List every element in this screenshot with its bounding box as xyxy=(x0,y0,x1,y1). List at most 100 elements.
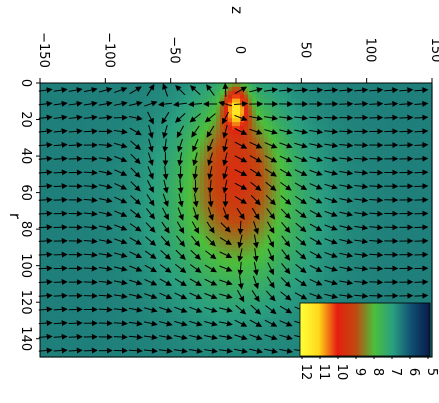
heatmap-cell xyxy=(184,204,189,209)
heatmap-cell xyxy=(156,266,161,272)
heatmap-cell xyxy=(140,129,145,135)
heatmap-cell xyxy=(416,266,421,272)
heatmap-cell xyxy=(356,94,361,100)
heatmap-cell xyxy=(48,243,53,248)
heatmap-cell xyxy=(96,173,101,178)
heatmap-cell xyxy=(372,255,377,260)
heatmap-cell xyxy=(228,141,233,147)
heatmap-cell xyxy=(84,188,89,194)
heatmap-cell xyxy=(84,165,89,170)
heatmap-cell xyxy=(228,235,233,241)
heatmap-cell xyxy=(280,118,285,123)
heatmap-cell xyxy=(124,133,129,139)
heatmap-cell xyxy=(96,114,101,119)
heatmap-cell xyxy=(404,114,409,119)
heatmap-cell xyxy=(252,106,257,111)
heatmap-cell xyxy=(372,278,377,284)
heatmap-cell xyxy=(404,106,409,111)
heatmap-cell xyxy=(332,110,337,115)
heatmap-cell xyxy=(84,255,89,260)
heatmap-cell xyxy=(240,110,245,115)
heatmap-cell xyxy=(356,212,361,217)
heatmap-cell xyxy=(340,157,345,162)
heatmap-cell xyxy=(92,83,97,88)
heatmap-cell xyxy=(336,122,341,127)
heatmap-cell xyxy=(292,270,297,276)
heatmap-cell xyxy=(348,106,353,111)
heatmap-cell xyxy=(204,188,209,194)
heatmap-cell xyxy=(372,243,377,248)
heatmap-cell xyxy=(320,176,325,182)
heatmap-cell xyxy=(324,274,329,280)
heatmap-cell xyxy=(224,184,229,190)
heatmap-cell xyxy=(132,102,137,108)
heatmap-cell xyxy=(396,161,401,166)
heatmap-cell xyxy=(400,263,405,268)
heatmap-cell xyxy=(52,278,57,284)
heatmap-cell xyxy=(228,169,233,174)
heatmap-cell xyxy=(348,161,353,166)
heatmap-cell xyxy=(416,153,421,158)
heatmap-cell xyxy=(276,223,281,229)
heatmap-cell xyxy=(44,251,49,256)
heatmap-cell xyxy=(328,223,333,229)
heatmap-cell xyxy=(72,122,77,127)
heatmap-cell xyxy=(100,133,105,139)
heatmap-cell xyxy=(280,153,285,158)
heatmap-cell xyxy=(424,106,429,111)
heatmap-cell xyxy=(240,204,245,209)
heatmap-cell xyxy=(160,227,165,233)
heatmap-cell xyxy=(248,173,253,178)
heatmap-cell xyxy=(232,278,237,284)
heatmap-cell xyxy=(400,235,405,241)
heatmap-cell xyxy=(84,266,89,272)
heatmap-cell xyxy=(64,278,69,284)
heatmap-cell xyxy=(44,212,49,217)
heatmap-cell xyxy=(216,239,221,245)
heatmap-cell xyxy=(100,259,105,264)
heatmap-cell xyxy=(68,259,73,264)
heatmap-cell xyxy=(428,196,433,202)
heatmap-cell xyxy=(316,161,321,166)
heatmap-cell xyxy=(144,133,149,139)
heatmap-cell xyxy=(404,255,409,260)
heatmap-cell xyxy=(160,145,165,151)
heatmap-cell xyxy=(384,176,389,182)
heatmap-cell xyxy=(208,122,213,127)
heatmap-cell xyxy=(232,235,237,241)
heatmap-cell xyxy=(56,118,61,123)
heatmap-cell xyxy=(48,180,53,186)
heatmap-cell xyxy=(424,169,429,174)
heatmap-cell xyxy=(276,114,281,119)
heatmap-cell xyxy=(416,110,421,115)
heatmap-cell xyxy=(156,169,161,174)
heatmap-cell xyxy=(364,94,369,100)
heatmap-cell xyxy=(324,129,329,135)
heatmap-cell xyxy=(140,161,145,166)
heatmap-cell xyxy=(52,180,57,186)
heatmap-cell xyxy=(276,94,281,100)
heatmap-cell xyxy=(292,239,297,245)
heatmap-cell xyxy=(152,145,157,151)
heatmap-cell xyxy=(376,231,381,237)
heatmap-cell xyxy=(368,141,373,147)
heatmap-cell xyxy=(84,149,89,155)
heatmap-cell xyxy=(428,259,433,264)
heatmap-cell xyxy=(64,137,69,143)
heatmap-cell xyxy=(416,165,421,170)
heatmap-cell xyxy=(240,153,245,158)
heatmap-cell xyxy=(364,180,369,186)
heatmap-cell xyxy=(244,227,249,233)
heatmap-cell xyxy=(172,270,177,276)
heatmap-cell xyxy=(116,231,121,237)
heatmap-cell xyxy=(360,270,365,276)
heatmap-cell xyxy=(112,94,117,100)
heatmap-cell xyxy=(236,161,241,166)
heatmap-cell xyxy=(172,220,177,225)
heatmap-cell xyxy=(112,106,117,111)
heatmap-cell xyxy=(196,259,201,264)
heatmap-cell xyxy=(412,184,417,190)
heatmap-cell xyxy=(140,243,145,248)
heatmap-cell xyxy=(408,200,413,205)
heatmap-cell xyxy=(140,259,145,264)
